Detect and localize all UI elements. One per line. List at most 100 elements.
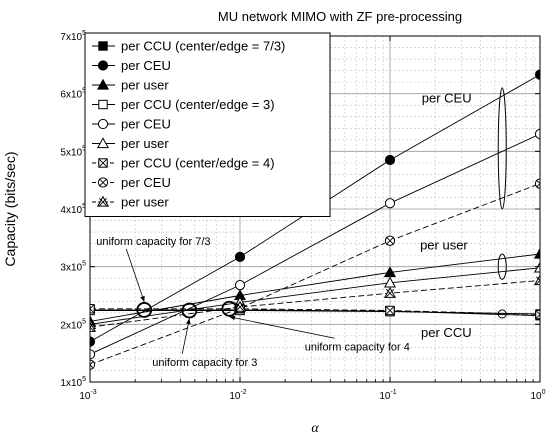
x-mark — [98, 197, 108, 207]
group-label: per user — [420, 237, 468, 252]
uniform-label: uniform capacity for 3 — [152, 357, 257, 369]
annotation-arrow — [229, 316, 335, 339]
data-point — [234, 251, 246, 262]
legend-label: per user — [121, 136, 169, 151]
legend-label: per CEU — [121, 58, 171, 73]
legend-entry: per CEU — [92, 117, 171, 132]
arrow-head — [186, 318, 191, 325]
legend-label: per CCU (center/edge = 4) — [121, 156, 275, 171]
x-tick-label: 10-3 — [79, 389, 96, 402]
series-line — [90, 183, 540, 366]
circle-marker — [534, 178, 540, 189]
uniform-label: uniform capacity for 7/3 — [96, 236, 210, 248]
group-label: per CCU — [421, 325, 472, 340]
y-tick-label: 6x105 — [60, 88, 86, 101]
data-point — [96, 137, 110, 149]
triangle-marker — [96, 137, 110, 149]
legend-entry: per CEU — [92, 58, 171, 73]
x-mark — [98, 158, 108, 168]
circle-marker — [534, 128, 540, 140]
y-tick-label: 3x105 — [60, 261, 86, 274]
x-mark — [535, 310, 540, 316]
y-axis-label: Capacity (bits/sec) — [2, 151, 18, 266]
series-line — [90, 308, 540, 315]
data-point — [96, 78, 110, 90]
data-point — [96, 195, 110, 207]
series-line — [90, 280, 540, 328]
data-point — [233, 300, 247, 312]
x-mark — [385, 306, 395, 315]
legend-label: per CEU — [121, 117, 171, 132]
series-line — [90, 309, 540, 317]
data-point — [534, 128, 540, 140]
x-mark — [535, 179, 540, 185]
legend-label: per CCU (center/edge = 3) — [121, 97, 275, 112]
annotation-arrow — [125, 248, 145, 303]
x-tick-label: 10-2 — [229, 389, 246, 402]
circle-marker — [234, 251, 246, 262]
x-mark — [535, 313, 540, 319]
circle-marker — [384, 198, 396, 209]
data-point — [384, 198, 396, 209]
x-mark — [535, 279, 540, 285]
triangle-marker — [96, 78, 110, 90]
chart-title: MU network MIMO with ZF pre-processing — [218, 9, 462, 24]
data-point — [98, 99, 108, 110]
legend-label: per CCU (center/edge = 7/3) — [121, 39, 285, 54]
data-point — [534, 178, 540, 189]
group-label: per CEU — [422, 90, 472, 105]
arrow-head — [140, 295, 145, 302]
square-marker — [98, 41, 108, 51]
legend-label: per user — [121, 195, 169, 210]
x-mark — [235, 303, 245, 312]
x-tick-label: 100 — [530, 389, 545, 402]
square-marker — [98, 99, 108, 110]
legend-entry: per CCU (center/edge = 4) — [92, 156, 275, 171]
data-point — [384, 235, 396, 246]
legend-box — [84, 32, 331, 217]
uniform-label: uniform capacity for 4 — [305, 341, 410, 353]
triangle-marker — [533, 261, 540, 273]
x-tick-label: 10-1 — [379, 389, 396, 402]
arrow-head — [229, 315, 236, 321]
series-layer — [90, 69, 540, 370]
x-mark — [90, 326, 95, 332]
legend-label: per CEU — [121, 175, 171, 190]
data-point — [385, 305, 395, 316]
group-ellipse — [497, 253, 507, 280]
crossover-circle — [181, 302, 198, 319]
triangle-marker — [533, 247, 540, 259]
data-point — [234, 280, 246, 291]
y-tick-label: 1x105 — [60, 376, 86, 389]
x-mark — [90, 304, 95, 310]
legend: per CCU (center/edge = 7/3) per CEU per us… — [84, 32, 331, 217]
x-mark — [98, 178, 108, 187]
data-point — [533, 261, 540, 273]
data-point — [98, 41, 108, 51]
series-line — [90, 133, 540, 355]
circle-marker — [97, 60, 109, 71]
annotation-arrow — [181, 318, 190, 354]
data-point — [534, 69, 540, 80]
x-mark — [535, 276, 540, 282]
circle-marker — [534, 69, 540, 80]
x-mark — [90, 364, 95, 369]
x-mark — [90, 360, 95, 366]
legend-label: per user — [121, 78, 169, 93]
legend-entry: per user — [92, 136, 169, 151]
axes: 10-3 10-2 10-1 100 1x105 2x105 3x105 4x105 5x105… — [60, 30, 545, 402]
data-point — [98, 158, 108, 168]
circle-marker — [384, 154, 396, 166]
x-mark — [385, 236, 395, 245]
y-tick-label: 4x105 — [60, 203, 86, 216]
legend-entry: per user — [92, 78, 169, 93]
group-ellipse — [497, 309, 507, 319]
x-mark — [385, 289, 395, 298]
circle-marker — [97, 118, 109, 130]
x-axis-label: α — [311, 421, 319, 436]
data-point — [384, 154, 396, 166]
x-mark — [535, 182, 540, 188]
legend-entry: per CCU (center/edge = 3) — [92, 97, 275, 112]
x-mark — [90, 308, 95, 313]
